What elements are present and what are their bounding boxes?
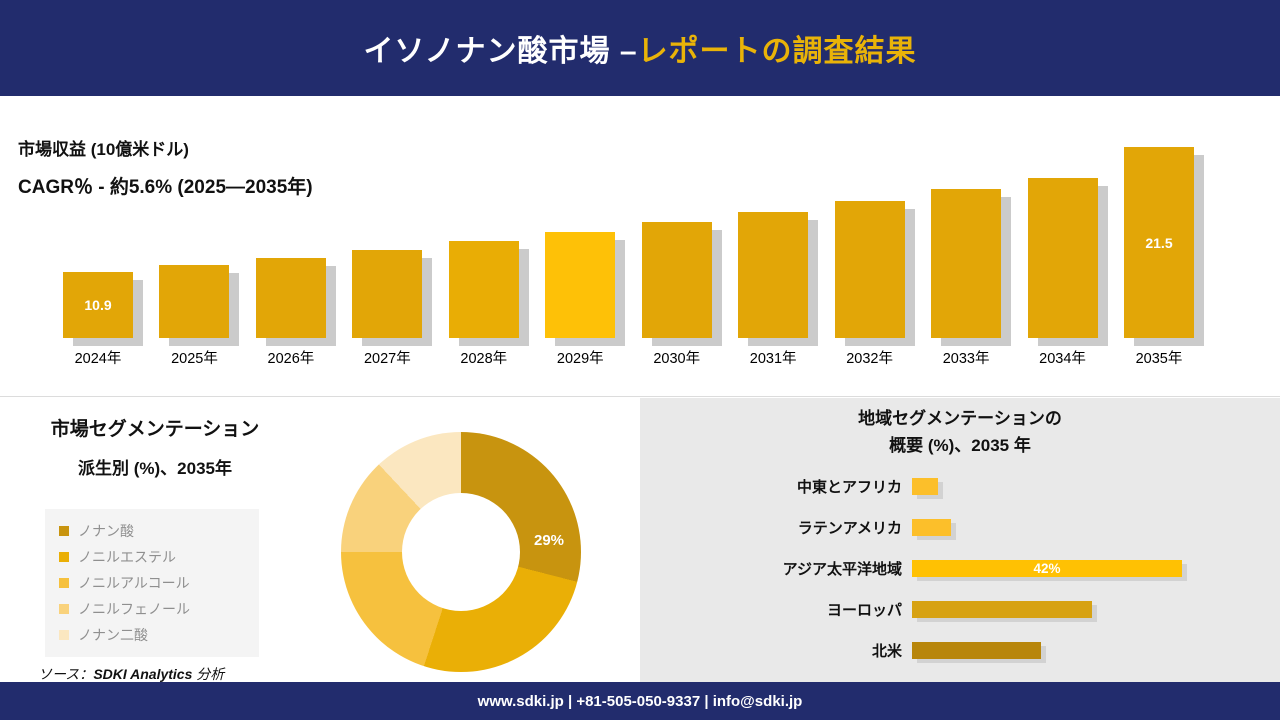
- revenue-bar: [641, 222, 712, 338]
- footer-banner: www.sdki.jp | +81-505-050-9337 | info@sd…: [0, 682, 1280, 720]
- revenue-bar: [931, 189, 1002, 338]
- legend-label: ノナン二酸: [78, 627, 148, 643]
- revenue-metric-label: 市場収益 (10億米ドル): [18, 140, 189, 159]
- x-axis-label: 2028年: [460, 351, 508, 367]
- regional-title: 地域セグメンテーションの 概要 (%)、2035 年: [640, 398, 1280, 459]
- header-banner: イソノナン酸市場 –レポートの調査結果: [0, 0, 1280, 96]
- x-axis-label: 2035年: [1135, 351, 1183, 367]
- regional-row: ヨーロッパ: [640, 601, 1280, 619]
- legend-item: ノナン酸: [59, 518, 245, 544]
- legend-label: ノナン酸: [78, 523, 134, 539]
- source-prefix: ソース：: [38, 666, 94, 682]
- derivative-donut: 29%: [341, 432, 581, 672]
- legend-item: ノニルアルコール: [59, 570, 245, 596]
- legend-item: ノニルフェノール: [59, 596, 245, 622]
- regional-row: アジア太平洋地域 42%: [640, 560, 1280, 578]
- donut-value-label: 29%: [533, 532, 565, 549]
- regional-bar: [912, 478, 938, 495]
- x-axis-label: 2031年: [749, 351, 797, 367]
- x-axis-label: 2032年: [846, 351, 893, 367]
- regional-rows: 中東とアフリカ ラテンアメリカアジア太平洋地域 42% ヨーロッパ北米: [640, 478, 1280, 683]
- segmentation-title-line1: 市場セグメンテーション: [50, 419, 260, 440]
- legend-label: ノニルアルコール: [78, 575, 190, 591]
- x-axis-label: 2033年: [942, 351, 990, 367]
- x-axis-label: 2026年: [267, 351, 315, 367]
- revenue-bar: 21.5: [1123, 147, 1194, 338]
- x-axis-label: 2027年: [363, 351, 411, 367]
- segmentation-title: 市場セグメンテーション 派生別 (%)、2035年: [25, 414, 285, 479]
- x-axis-label: 2024年: [74, 351, 122, 367]
- regional-row: ラテンアメリカ: [640, 519, 1280, 537]
- segmentation-title-line2: 派生別 (%)、2035年: [78, 459, 232, 478]
- regional-label: ラテンアメリカ: [797, 520, 902, 537]
- legend-swatch: [59, 552, 69, 562]
- revenue-bar: [255, 258, 326, 338]
- page-title: イソノナン酸市場 –レポートの調査結果: [363, 26, 916, 70]
- revenue-bar: [738, 212, 809, 338]
- regional-label: 中東とアフリカ: [796, 479, 902, 496]
- bar-value-label: 42%: [1033, 561, 1061, 576]
- legend-swatch: [59, 578, 69, 588]
- footer-contact: www.sdki.jp | +81-505-050-9337 | info@sd…: [477, 692, 803, 710]
- regional-title-line2: 概要 (%)、2035 年: [889, 436, 1031, 455]
- source-note: ソース：SDKI Analytics 分析: [38, 664, 224, 684]
- revenue-bar: [545, 232, 616, 338]
- section-divider: [0, 396, 1280, 397]
- regional-label: 北米: [871, 643, 902, 660]
- regional-label: アジア太平洋地域: [782, 561, 902, 578]
- bar-value-label: 10.9: [84, 297, 112, 313]
- page-title-accent: レポートの調査結果: [637, 35, 917, 68]
- regional-label: ヨーロッパ: [826, 602, 902, 619]
- revenue-axis-labels: 2024年 2025年 2026年 2027年 2028年 2029年 2030年 2031年…: [63, 347, 1194, 368]
- page-title-main: イソノナン酸市場 –: [363, 35, 638, 68]
- x-axis-label: 2034年: [1039, 351, 1086, 367]
- cagr-label: CAGR％ - 約5.6% (2025―2035年): [18, 177, 313, 198]
- regional-row: 中東とアフリカ: [640, 478, 1280, 496]
- x-axis-label: 2025年: [171, 351, 218, 367]
- legend-item: ノナン二酸: [59, 622, 245, 648]
- regional-panel: 地域セグメンテーションの 概要 (%)、2035 年 中東とアフリカ ラテンアメリ…: [640, 398, 1280, 682]
- revenue-bar: [448, 241, 519, 338]
- regional-title-line1: 地域セグメンテーションの: [858, 409, 1062, 428]
- regional-bar: [912, 519, 951, 536]
- source-name: SDKI Analytics: [93, 666, 193, 682]
- x-axis-label: 2029年: [556, 351, 604, 367]
- revenue-bar: 10.9: [63, 272, 133, 338]
- legend-swatch: [59, 526, 69, 536]
- legend-item: ノニルエステル: [59, 544, 245, 570]
- revenue-bar: [159, 265, 230, 338]
- regional-bar: [912, 642, 1041, 659]
- bar-value-label: 21.5: [1145, 234, 1173, 251]
- source-suffix: 分析: [192, 666, 225, 682]
- revenue-bar: [352, 250, 423, 338]
- x-axis-label: 2030年: [653, 351, 701, 367]
- regional-bar: 42%: [912, 560, 1182, 577]
- regional-bar: [912, 601, 1092, 618]
- regional-row: 北米: [640, 642, 1280, 660]
- legend-label: ノニルエステル: [78, 549, 176, 565]
- legend-swatch: [59, 604, 69, 614]
- legend-swatch: [59, 630, 69, 640]
- revenue-bar: [834, 201, 905, 338]
- revenue-bar: [1027, 178, 1098, 338]
- donut-hole: [402, 493, 520, 611]
- legend-label: ノニルフェノール: [78, 601, 190, 617]
- revenue-bar-chart: 10.9 21.5: [63, 147, 1194, 338]
- derivative-legend: ノナン酸ノニルエステル ノニルアルコール ノニルフェノール ノナン二酸: [45, 509, 259, 657]
